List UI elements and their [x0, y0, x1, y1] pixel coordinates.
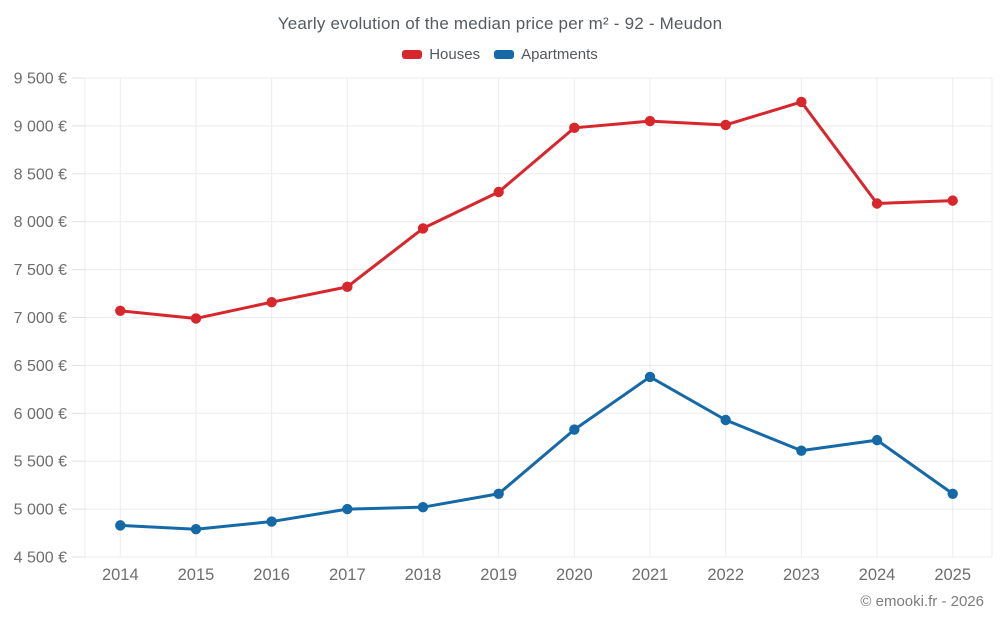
- x-axis-label: 2018: [405, 566, 442, 584]
- point-apartments-2025[interactable]: [947, 488, 958, 499]
- x-axis-label: 2014: [102, 566, 139, 584]
- y-axis-label: 6 500 €: [14, 358, 67, 375]
- point-houses-2016[interactable]: [266, 296, 277, 308]
- y-axis-label: 6 000 €: [14, 406, 67, 423]
- apartments-swatch-icon: [494, 50, 515, 59]
- point-apartments-2015[interactable]: [190, 524, 202, 535]
- chart-title: Yearly evolution of the median price per…: [277, 14, 723, 33]
- point-houses-2014[interactable]: [115, 305, 126, 316]
- point-apartments-2014[interactable]: [115, 520, 126, 531]
- point-houses-2015[interactable]: [190, 313, 202, 324]
- y-axis-label: 9 500 €: [14, 71, 67, 88]
- copyright-credit: © emooki.fr - 2026: [860, 593, 984, 610]
- legend-item-apartments[interactable]: Apartments: [494, 46, 598, 63]
- y-axis-label: 7 500 €: [14, 262, 67, 279]
- y-axis-label: 5 000 €: [14, 502, 67, 519]
- x-axis-label: 2022: [707, 566, 744, 584]
- x-axis-label: 2021: [632, 566, 669, 584]
- legend: Houses Apartments: [0, 46, 1000, 63]
- point-houses-2023[interactable]: [796, 96, 807, 108]
- y-axis-label: 8 000 €: [14, 214, 67, 231]
- y-axis-label: 8 500 €: [14, 166, 67, 183]
- x-axis-label: 2019: [480, 566, 517, 584]
- line-houses: [118, 100, 955, 320]
- houses-swatch-icon: [402, 50, 423, 59]
- point-apartments-2018[interactable]: [417, 501, 429, 513]
- line-apartments: [118, 375, 955, 531]
- x-axis-label: 2015: [178, 566, 215, 584]
- point-apartments-2023[interactable]: [796, 445, 807, 456]
- point-apartments-2021[interactable]: [644, 371, 656, 383]
- x-axis-label: 2020: [556, 566, 593, 584]
- point-houses-2024[interactable]: [871, 198, 883, 209]
- point-houses-2018[interactable]: [417, 223, 429, 234]
- point-apartments-2024[interactable]: [871, 434, 883, 446]
- x-axis-label: 2025: [934, 566, 971, 584]
- point-houses-2020[interactable]: [569, 122, 580, 134]
- point-apartments-2017[interactable]: [342, 503, 353, 515]
- x-axis-label: 2017: [329, 566, 366, 584]
- point-houses-2019[interactable]: [493, 186, 504, 198]
- x-axis-label: 2023: [783, 566, 820, 584]
- point-houses-2017[interactable]: [342, 281, 353, 293]
- legend-item-houses[interactable]: Houses: [402, 46, 480, 63]
- y-axis-label: 4 500 €: [14, 550, 67, 567]
- legend-label-apartments: Apartments: [521, 46, 598, 63]
- point-apartments-2019[interactable]: [493, 488, 504, 499]
- y-axis-label: 5 500 €: [14, 454, 67, 471]
- point-houses-2021[interactable]: [644, 115, 656, 127]
- point-apartments-2022[interactable]: [720, 414, 731, 426]
- point-houses-2022[interactable]: [720, 119, 731, 131]
- x-axis-label: 2016: [253, 566, 290, 584]
- legend-label-houses: Houses: [429, 46, 481, 63]
- point-apartments-2016[interactable]: [266, 516, 277, 527]
- y-axis-label: 7 000 €: [14, 310, 67, 327]
- x-axis-label: 2024: [859, 566, 896, 584]
- point-houses-2025[interactable]: [947, 195, 958, 206]
- point-apartments-2020[interactable]: [569, 424, 580, 435]
- y-axis-label: 9 000 €: [14, 118, 67, 135]
